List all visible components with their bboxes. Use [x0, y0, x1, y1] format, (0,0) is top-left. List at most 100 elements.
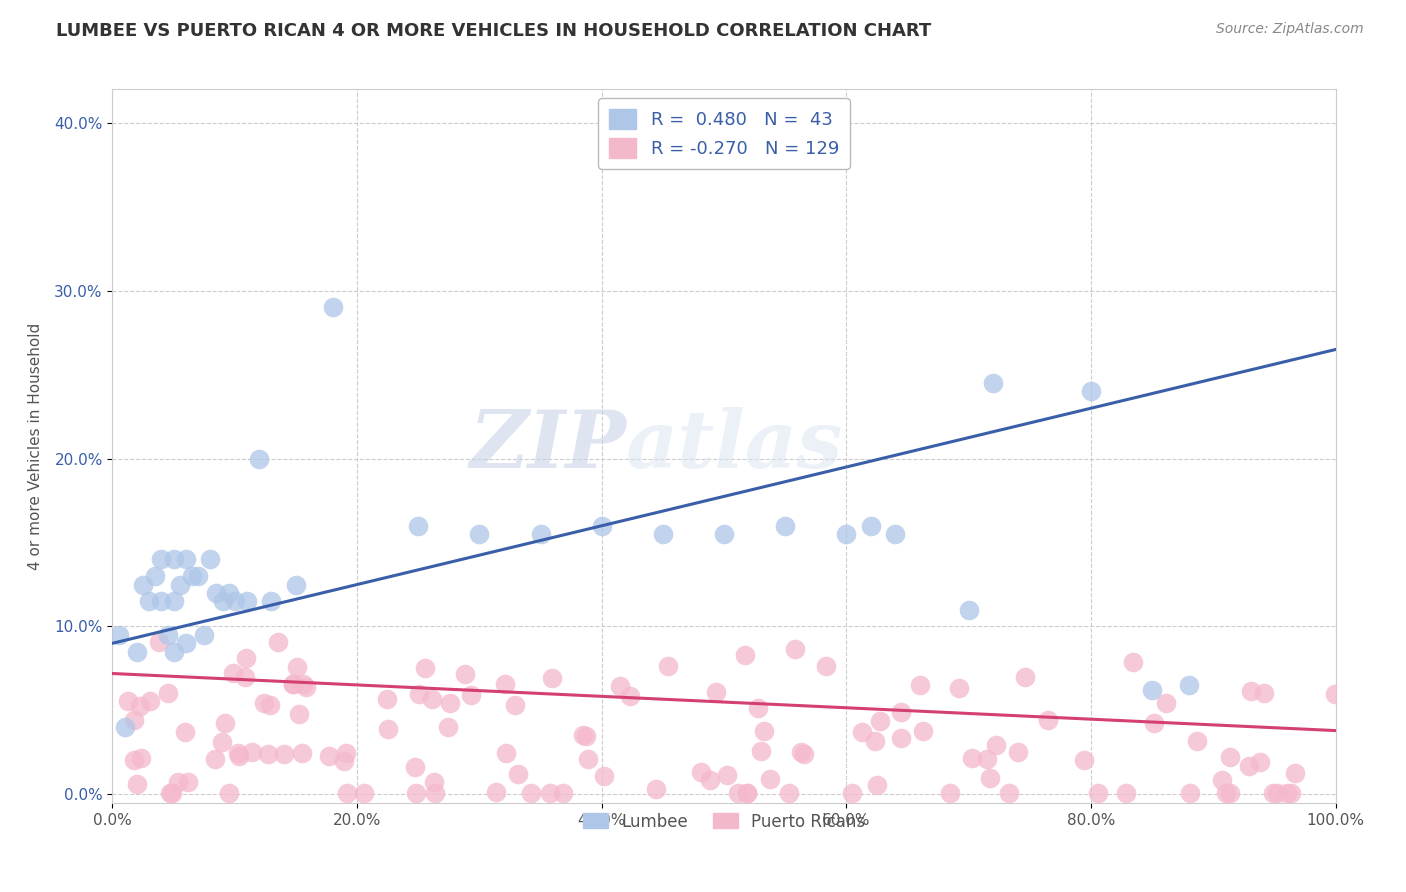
Point	[747, 700, 769, 714]
Point	[960, 750, 983, 764]
Point	[735, 786, 758, 800]
Point	[908, 678, 931, 692]
Point	[156, 686, 179, 700]
Point	[592, 769, 614, 783]
Point	[1080, 384, 1102, 399]
Point	[150, 552, 173, 566]
Point	[132, 577, 155, 591]
Point	[1142, 683, 1164, 698]
Point	[494, 677, 516, 691]
Point	[125, 645, 148, 659]
Point	[775, 518, 797, 533]
Point	[353, 786, 375, 800]
Point	[322, 301, 344, 315]
Point	[506, 767, 529, 781]
Point	[128, 699, 150, 714]
Point	[1219, 750, 1241, 764]
Point	[716, 767, 738, 781]
Point	[1279, 786, 1302, 800]
Point	[218, 786, 240, 800]
Point	[335, 786, 357, 800]
Point	[1185, 734, 1208, 748]
Point	[160, 786, 183, 800]
Point	[1154, 697, 1177, 711]
Point	[998, 786, 1021, 800]
Point	[1178, 678, 1201, 692]
Point	[1240, 684, 1263, 698]
Point	[169, 577, 191, 591]
Point	[454, 667, 477, 681]
Point	[1115, 786, 1137, 800]
Point	[335, 746, 357, 760]
Point	[224, 594, 246, 608]
Point	[408, 518, 430, 533]
Point	[218, 586, 240, 600]
Point	[541, 671, 564, 685]
Point	[1087, 786, 1109, 800]
Point	[318, 748, 340, 763]
Point	[408, 688, 430, 702]
Text: atlas: atlas	[626, 408, 844, 484]
Point	[295, 681, 318, 695]
Point	[759, 772, 782, 787]
Point	[699, 772, 721, 787]
Point	[377, 692, 399, 706]
Point	[749, 744, 772, 758]
Point	[163, 594, 186, 608]
Point	[200, 552, 222, 566]
Point	[166, 774, 188, 789]
Point	[866, 778, 889, 792]
Point	[138, 594, 160, 608]
Point	[644, 781, 666, 796]
Point	[1215, 786, 1237, 800]
Point	[1014, 670, 1036, 684]
Point	[889, 731, 911, 745]
Point	[912, 724, 935, 739]
Point	[735, 786, 758, 800]
Text: ZIP: ZIP	[470, 408, 626, 484]
Point	[1253, 686, 1275, 700]
Point	[174, 636, 197, 650]
Point	[260, 594, 283, 608]
Point	[503, 698, 526, 713]
Point	[235, 651, 257, 665]
Point	[143, 569, 166, 583]
Point	[1211, 772, 1233, 787]
Point	[148, 635, 170, 649]
Point	[713, 527, 735, 541]
Point	[420, 692, 443, 706]
Point	[460, 688, 482, 702]
Point	[439, 696, 461, 710]
Point	[283, 677, 305, 691]
Point	[591, 518, 613, 533]
Point	[214, 716, 236, 731]
Point	[752, 724, 775, 739]
Point	[122, 753, 145, 767]
Point	[125, 777, 148, 791]
Point	[114, 720, 136, 734]
Point	[437, 720, 460, 734]
Point	[156, 628, 179, 642]
Point	[377, 722, 399, 736]
Point	[793, 747, 815, 761]
Point	[981, 376, 1004, 390]
Point	[484, 785, 506, 799]
Point	[979, 771, 1001, 785]
Point	[976, 752, 998, 766]
Point	[222, 665, 245, 680]
Point	[576, 751, 599, 765]
Point	[572, 728, 595, 742]
Point	[226, 746, 249, 760]
Point	[727, 786, 749, 800]
Point	[205, 586, 228, 600]
Point	[174, 552, 197, 566]
Point	[333, 755, 356, 769]
Point	[520, 786, 543, 800]
Point	[890, 706, 912, 720]
Point	[574, 729, 596, 743]
Point	[163, 645, 186, 659]
Point	[240, 745, 263, 759]
Point	[139, 694, 162, 708]
Point	[204, 752, 226, 766]
Point	[1219, 786, 1241, 800]
